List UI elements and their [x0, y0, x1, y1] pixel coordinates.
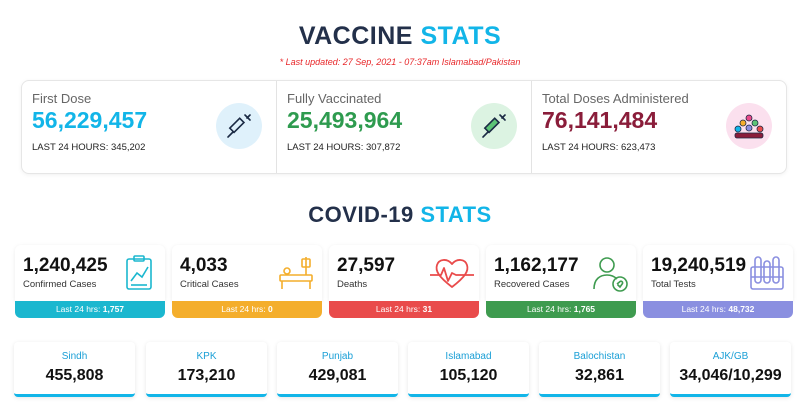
- vaccine-panel: First Dose 56,229,457 LAST 24 HOURS: 345…: [21, 80, 787, 174]
- fully-vaccinated-label: Fully Vaccinated: [287, 91, 382, 106]
- last24-label: Last 24 hrs:: [681, 304, 727, 314]
- province-card-punjab: Punjab 429,081: [277, 342, 398, 397]
- last24-value: 48,732: [728, 304, 755, 314]
- deaths-card: 27,597 Deaths Last 24 hrs: 31: [329, 245, 479, 318]
- province-value: 34,046/10,299: [679, 367, 782, 384]
- province-value: 105,120: [439, 367, 498, 384]
- first-dose-label: First Dose: [32, 91, 92, 106]
- vaccine-title-dark: VACCINE: [298, 22, 413, 50]
- total-tests-value: 19,240,519: [651, 255, 747, 276]
- province-value: 455,808: [45, 367, 104, 384]
- total-tests-last24: Last 24 hrs: 48,732: [643, 301, 793, 318]
- total-doses-label: Total Doses Administered: [542, 91, 689, 106]
- first-dose-card: First Dose 56,229,457 LAST 24 HOURS: 345…: [22, 81, 276, 173]
- last-updated-note: * Last updated: 27 Sep, 2021 - 07:37am I…: [279, 57, 521, 67]
- vaccine-stats-title: VACCINE STATS: [0, 22, 800, 51]
- deaths-value: 27,597: [337, 255, 396, 276]
- last24-value: 1,757: [102, 304, 125, 314]
- recovered-cases-value: 1,162,177: [494, 255, 579, 276]
- last24-label: Last 24 hrs:: [221, 304, 266, 314]
- covid-title-dark: COVID-19: [308, 202, 414, 227]
- critical-cases-label: Critical Cases: [180, 279, 239, 290]
- last24-label: Last 24 hrs:: [55, 304, 101, 314]
- recovered-person-icon: [593, 257, 628, 292]
- crowd-icon: [726, 103, 772, 149]
- province-card-ajk-gb: AJK/GB 34,046/10,299: [670, 342, 791, 397]
- last24-label: Last 24 hrs:: [526, 304, 572, 314]
- last24-value: 0: [268, 304, 273, 314]
- deaths-last24: Last 24 hrs: 31: [329, 301, 479, 318]
- fully-vaccinated-card: Fully Vaccinated 25,493,964 LAST 24 HOUR…: [276, 81, 531, 173]
- deaths-label: Deaths: [337, 279, 368, 290]
- last24-value: 1,765: [573, 304, 596, 314]
- critical-cases-last24: Last 24 hrs: 0: [172, 301, 322, 318]
- province-card-kpk: KPK 173,210: [146, 342, 267, 397]
- province-card-islamabad: Islamabad 105,120: [408, 342, 529, 397]
- province-name: Sindh: [61, 351, 88, 362]
- recovered-cases-card: 1,162,177 Recovered Cases Last 24 hrs: 1…: [486, 245, 636, 318]
- confirmed-cases-last24: Last 24 hrs: 1,757: [15, 301, 165, 318]
- confirmed-cases-label: Confirmed Cases: [23, 279, 97, 290]
- total-doses-value: 76,141,484: [542, 107, 658, 133]
- recovered-cases-last24: Last 24 hrs: 1,765: [486, 301, 636, 318]
- last24-value: 31: [422, 304, 433, 314]
- province-name: Islamabad: [445, 351, 492, 362]
- last24-label: Last 24 hrs:: [375, 304, 421, 314]
- syringe-icon: [216, 103, 262, 149]
- province-name: Balochistan: [573, 351, 626, 362]
- total-tests-card: 19,240,519 Total Tests Last 24 hrs: 48,7…: [643, 245, 793, 318]
- hospital-bed-icon: [279, 257, 313, 289]
- province-card-balochistan: Balochistan 32,861: [539, 342, 660, 397]
- syringe-icon: [471, 103, 517, 149]
- recovered-cases-label: Recovered Cases: [494, 279, 570, 290]
- covid-title-blue: STATS: [420, 202, 492, 227]
- province-value: 429,081: [308, 367, 367, 384]
- total-tests-label: Total Tests: [651, 279, 696, 290]
- province-value: 32,861: [575, 367, 624, 384]
- fully-vaccinated-last24: LAST 24 HOURS: 307,872: [287, 142, 401, 153]
- province-card-sindh: Sindh 455,808: [14, 342, 135, 397]
- fully-vaccinated-value: 25,493,964: [287, 107, 403, 133]
- total-doses-card: Total Doses Administered 76,141,484 LAST…: [531, 81, 786, 173]
- heartbeat-icon: [430, 259, 474, 288]
- first-dose-value: 56,229,457: [32, 107, 148, 133]
- province-name: AJK/GB: [712, 351, 749, 362]
- confirmed-cases-card: 1,240,425 Confirmed Cases Last 24 hrs: 1…: [15, 245, 165, 318]
- critical-cases-card: 4,033 Critical Cases Last 24 hrs: 0: [172, 245, 322, 318]
- total-doses-last24: LAST 24 HOURS: 623,473: [542, 142, 656, 153]
- first-dose-last24: LAST 24 HOURS: 345,202: [32, 142, 146, 153]
- clipboard-chart-icon: [126, 255, 152, 290]
- confirmed-cases-value: 1,240,425: [23, 255, 108, 276]
- province-name: Punjab: [321, 351, 354, 362]
- province-name: KPK: [196, 351, 217, 362]
- critical-cases-value: 4,033: [180, 255, 228, 276]
- covid-stats-title: COVID-19 STATS: [0, 202, 800, 228]
- test-tubes-icon: [750, 256, 784, 290]
- vaccine-title-blue: STATS: [420, 22, 502, 50]
- province-value: 173,210: [177, 367, 236, 384]
